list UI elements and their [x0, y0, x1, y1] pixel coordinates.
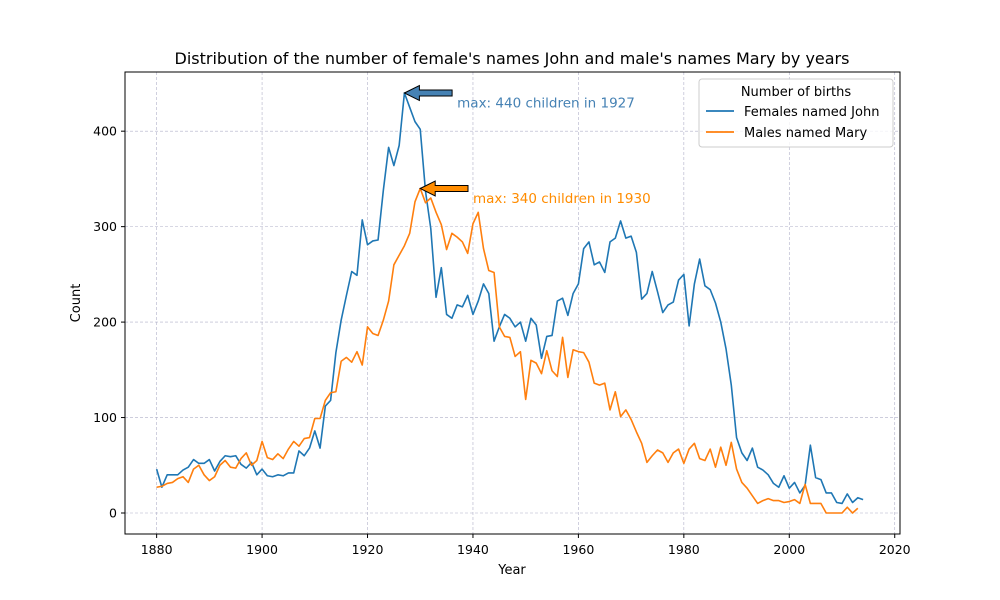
- series-line-2: [156, 187, 859, 514]
- x-tick-label: 1920: [352, 542, 384, 557]
- annotation-label: max: 340 children in 1930: [473, 191, 651, 207]
- x-tick-label: 2020: [879, 542, 911, 557]
- annotation-label: max: 440 children in 1927: [457, 96, 635, 112]
- y-axis-label: Count: [69, 284, 84, 323]
- axis-ticks: 1880 1900 1920 1940 1960 1980 2000 2020 0 100 200 3…: [93, 124, 911, 557]
- series-line-1: [155, 92, 864, 505]
- plot-frame: [124, 71, 901, 535]
- annotation-arrow: [419, 180, 469, 197]
- x-tick-label: 1980: [668, 542, 700, 557]
- legend-box: [698, 78, 894, 148]
- y-tick-label: 0: [109, 506, 117, 521]
- x-tick-label: 1900: [246, 542, 278, 557]
- y-tick-label: 200: [93, 315, 117, 330]
- legend-label: Males named Mary: [744, 126, 867, 141]
- x-tick-label: 1960: [562, 542, 594, 557]
- legend-title: Number of births: [741, 85, 852, 100]
- y-tick-label: 100: [93, 410, 117, 425]
- annotation-arrow: [403, 84, 453, 102]
- plot-lines: [155, 92, 864, 514]
- y-tick-label: 300: [93, 219, 117, 234]
- y-tick-label: 400: [93, 124, 117, 139]
- x-tick-label: 1940: [457, 542, 489, 557]
- chart-title: Distribution of the number of female's n…: [175, 49, 850, 68]
- legend-label: Females named John: [744, 105, 879, 120]
- x-axis-label: Year: [497, 563, 526, 578]
- legend: Number of births Females named John Males…: [698, 78, 894, 148]
- x-tick-label: 2000: [773, 542, 805, 557]
- x-tick-label: 1880: [141, 542, 173, 557]
- annotations: max: 440 children in 1927 max: 340 childr…: [403, 84, 651, 207]
